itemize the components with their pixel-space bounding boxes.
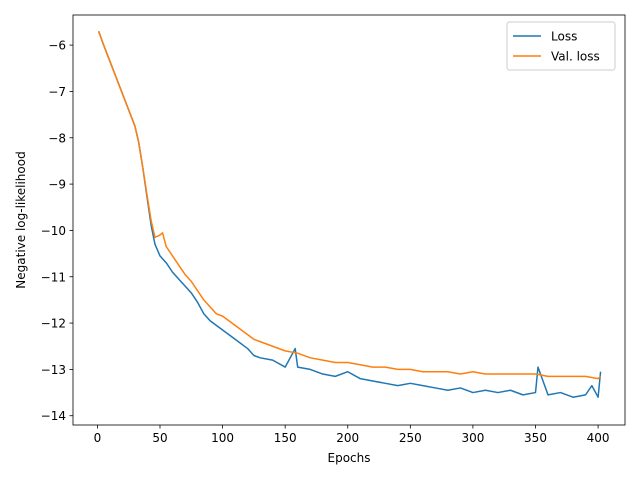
x-tick-label: 150 bbox=[274, 431, 297, 445]
plot-lines bbox=[97, 30, 602, 398]
y-axis-ticks: −14 −13 −12 −11 −10 −9 −8 −7 −6 bbox=[41, 39, 73, 423]
legend-label: Loss bbox=[551, 30, 577, 44]
y-tick-label: −8 bbox=[48, 131, 66, 145]
x-axis-label: Epochs bbox=[328, 451, 371, 465]
x-tick-label: 100 bbox=[211, 431, 234, 445]
x-axis-ticks: 0 50 100 150 200 250 300 350 400 bbox=[94, 425, 610, 445]
y-tick-label: −12 bbox=[41, 317, 66, 331]
y-tick-label: −7 bbox=[48, 85, 66, 99]
axes-frame bbox=[72, 14, 626, 426]
legend-label: Val. loss bbox=[551, 50, 600, 64]
y-tick-label: −9 bbox=[48, 178, 66, 192]
x-tick-label: 300 bbox=[461, 431, 484, 445]
y-tick-label: −6 bbox=[48, 39, 66, 53]
y-tick-label: −13 bbox=[41, 363, 66, 377]
series-line-val-loss bbox=[97, 30, 602, 380]
y-tick-label: −14 bbox=[41, 409, 66, 423]
y-tick-label: −11 bbox=[41, 270, 66, 284]
x-tick-label: 350 bbox=[524, 431, 547, 445]
x-tick-label: 400 bbox=[587, 431, 610, 445]
x-tick-label: 50 bbox=[152, 431, 167, 445]
legend: Loss Val. loss bbox=[506, 21, 616, 71]
x-tick-label: 0 bbox=[94, 431, 102, 445]
x-tick-label: 200 bbox=[336, 431, 359, 445]
x-tick-label: 250 bbox=[399, 431, 422, 445]
y-tick-label: −10 bbox=[41, 224, 66, 238]
legend-box bbox=[506, 21, 616, 71]
y-axis-label: Negative log-likelihood bbox=[14, 151, 28, 288]
